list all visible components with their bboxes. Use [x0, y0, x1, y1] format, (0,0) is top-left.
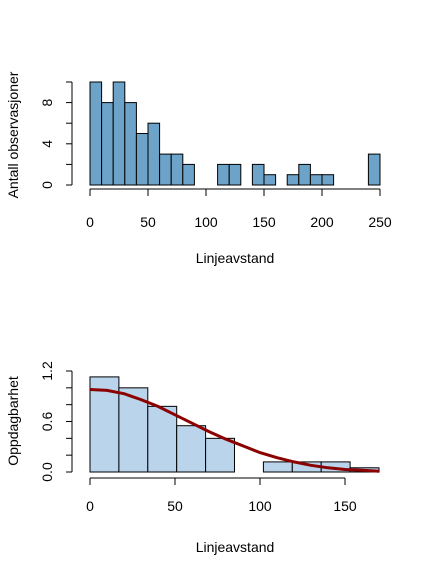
- x-tick-label: 50: [167, 498, 183, 514]
- histogram-bars: [89, 376, 380, 473]
- y-tick-label: 8: [39, 98, 55, 106]
- histogram-bar: [170, 153, 184, 186]
- histogram-bar: [217, 163, 230, 186]
- histogram-bar: [101, 102, 114, 186]
- histogram-line-distance: 0 50 100 150 200 250 0 4 8 Linjeavstand Antall …: [5, 71, 392, 266]
- x-tick-label: 250: [368, 214, 392, 230]
- histogram-bar: [251, 163, 265, 186]
- x-axis-ticks: 0 50 100 150 200 250: [86, 189, 392, 230]
- x-tick-label: 150: [333, 498, 357, 514]
- histogram-bar: [89, 81, 103, 186]
- histogram-bar: [159, 153, 172, 186]
- y-axis-label: Antall observasjoner: [5, 71, 21, 198]
- histogram-bar: [176, 425, 207, 473]
- histogram-bars: [89, 81, 381, 186]
- histogram-bar: [182, 163, 195, 186]
- fitted-detection-curve: [89, 388, 380, 473]
- histogram-bar: [286, 174, 300, 186]
- y-axis-ticks: 0.0 0.6 1.2: [39, 361, 72, 482]
- x-axis-ticks: 0 50 100 150: [86, 478, 357, 514]
- y-tick-label: 0.0: [39, 462, 55, 482]
- histogram-bar: [309, 174, 323, 186]
- histogram-bar: [263, 174, 277, 186]
- y-tick-label: 4: [39, 140, 55, 148]
- y-tick-label: 0: [39, 181, 55, 189]
- x-axis-label: Linjeavstand: [196, 539, 275, 555]
- x-tick-label: 0: [86, 498, 94, 514]
- x-tick-label: 0: [86, 214, 94, 230]
- x-tick-label: 200: [310, 214, 334, 230]
- histogram-bar: [367, 153, 381, 186]
- y-axis-label: Oppdagbarhet: [5, 376, 21, 466]
- histogram-bar: [298, 163, 311, 186]
- y-axis-ticks: 0 4 8: [39, 81, 72, 189]
- y-tick-label: 1.2: [39, 361, 55, 381]
- histogram-bar: [135, 133, 149, 186]
- histogram-bar: [112, 81, 126, 186]
- histogram-bar: [262, 461, 293, 473]
- x-tick-label: 100: [194, 214, 218, 230]
- x-tick-label: 50: [140, 214, 156, 230]
- histogram-bar: [205, 437, 236, 473]
- y-tick-label: 0.6: [39, 412, 55, 432]
- histogram-detectability: 0 50 100 150 0.0 0.6 1.2 Linjeavstand Oppdagb…: [5, 361, 380, 555]
- histogram-bar: [124, 102, 137, 186]
- histogram-bar: [321, 174, 335, 186]
- x-tick-label: 150: [252, 214, 276, 230]
- histogram-bar: [147, 405, 178, 473]
- x-tick-label: 100: [248, 498, 272, 514]
- histogram-bar: [147, 122, 161, 186]
- x-axis-label: Linjeavstand: [196, 250, 275, 266]
- histogram-bar: [228, 163, 242, 186]
